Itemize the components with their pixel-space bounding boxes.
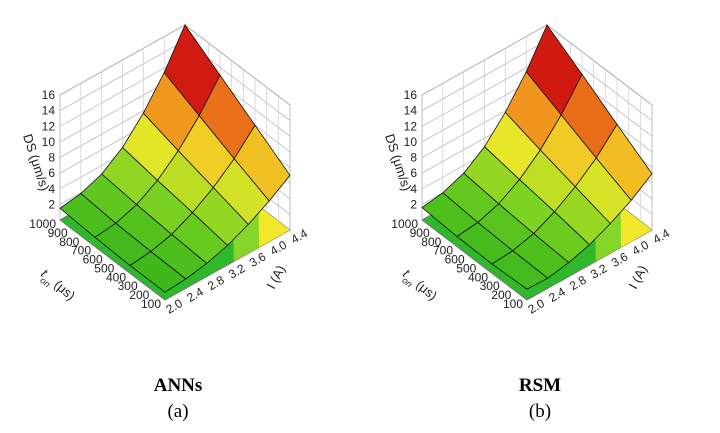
surface-cell (491, 250, 549, 290)
z-tick-label: 2 (410, 197, 417, 211)
x-axis-label: I (A) (625, 263, 650, 292)
y-axis-label: ton (μs) (397, 266, 440, 306)
y-tick-label: 500 (456, 261, 476, 275)
panel-title: RSM (519, 375, 561, 396)
y-axis-label-sub: on (38, 275, 52, 289)
y-tick-label: 300 (480, 279, 500, 293)
z-tick-label: 12 (42, 119, 56, 133)
y-tick-label: 900 (48, 226, 68, 240)
y-tick-label: 1000 (391, 217, 418, 231)
y-tick-label: 400 (468, 270, 488, 284)
z-tick-label: 2 (48, 197, 55, 211)
floor-contour (258, 206, 290, 248)
y-axis-label-sub: on (400, 275, 414, 289)
y-tick-label: 500 (94, 261, 114, 275)
z-tick-label: 8 (410, 151, 417, 165)
y-tick-label: 700 (433, 244, 453, 258)
y-tick-label: 800 (421, 235, 441, 249)
y-tick-label: 100 (503, 297, 523, 311)
y-tick-label: 900 (410, 226, 430, 240)
y-tick-label: 200 (491, 288, 511, 302)
y-tick-label: 1000 (29, 217, 56, 231)
z-tick-label: 16 (42, 88, 56, 102)
panel-caption: (b) (529, 401, 551, 422)
y-tick-label: 200 (129, 288, 149, 302)
z-tick-label: 12 (404, 119, 418, 133)
panel-title: ANNs (154, 375, 203, 396)
z-tick-label: 6 (410, 166, 417, 180)
x-tick-label: 4.4 (289, 226, 311, 247)
y-axis-label-part: (μs) (410, 275, 440, 303)
y-axis-label: ton (μs) (35, 266, 78, 306)
y-tick-label: 800 (59, 235, 79, 249)
z-tick-label: 16 (404, 88, 418, 102)
z-tick-label: 10 (404, 135, 418, 149)
surface-panel: 2468101214162.02.42.83.23.64.04.41002003… (20, 23, 311, 422)
z-tick-label: 6 (48, 166, 55, 180)
y-tick-label: 600 (83, 253, 103, 267)
floor-contour (620, 206, 652, 248)
z-tick-label: 8 (48, 151, 55, 165)
x-axis-label: I (A) (263, 263, 288, 292)
z-tick-label: 14 (404, 104, 418, 118)
panel-caption: (a) (167, 401, 188, 422)
x-tick-label: 4.4 (651, 226, 673, 247)
z-tick-label: 4 (48, 182, 55, 196)
surface-cell (129, 251, 187, 293)
z-tick-label: 10 (42, 135, 56, 149)
y-tick-label: 400 (106, 270, 126, 284)
y-axis-label-part: (μs) (48, 275, 78, 303)
y-tick-label: 600 (445, 253, 465, 267)
surface-panel: 2468101214162.02.42.83.23.64.04.41002003… (382, 23, 673, 422)
y-tick-label: 100 (141, 297, 161, 311)
z-tick-label: 14 (42, 104, 56, 118)
y-tick-label: 300 (118, 279, 138, 293)
z-tick-label: 4 (410, 182, 417, 196)
y-tick-label: 700 (71, 244, 91, 258)
